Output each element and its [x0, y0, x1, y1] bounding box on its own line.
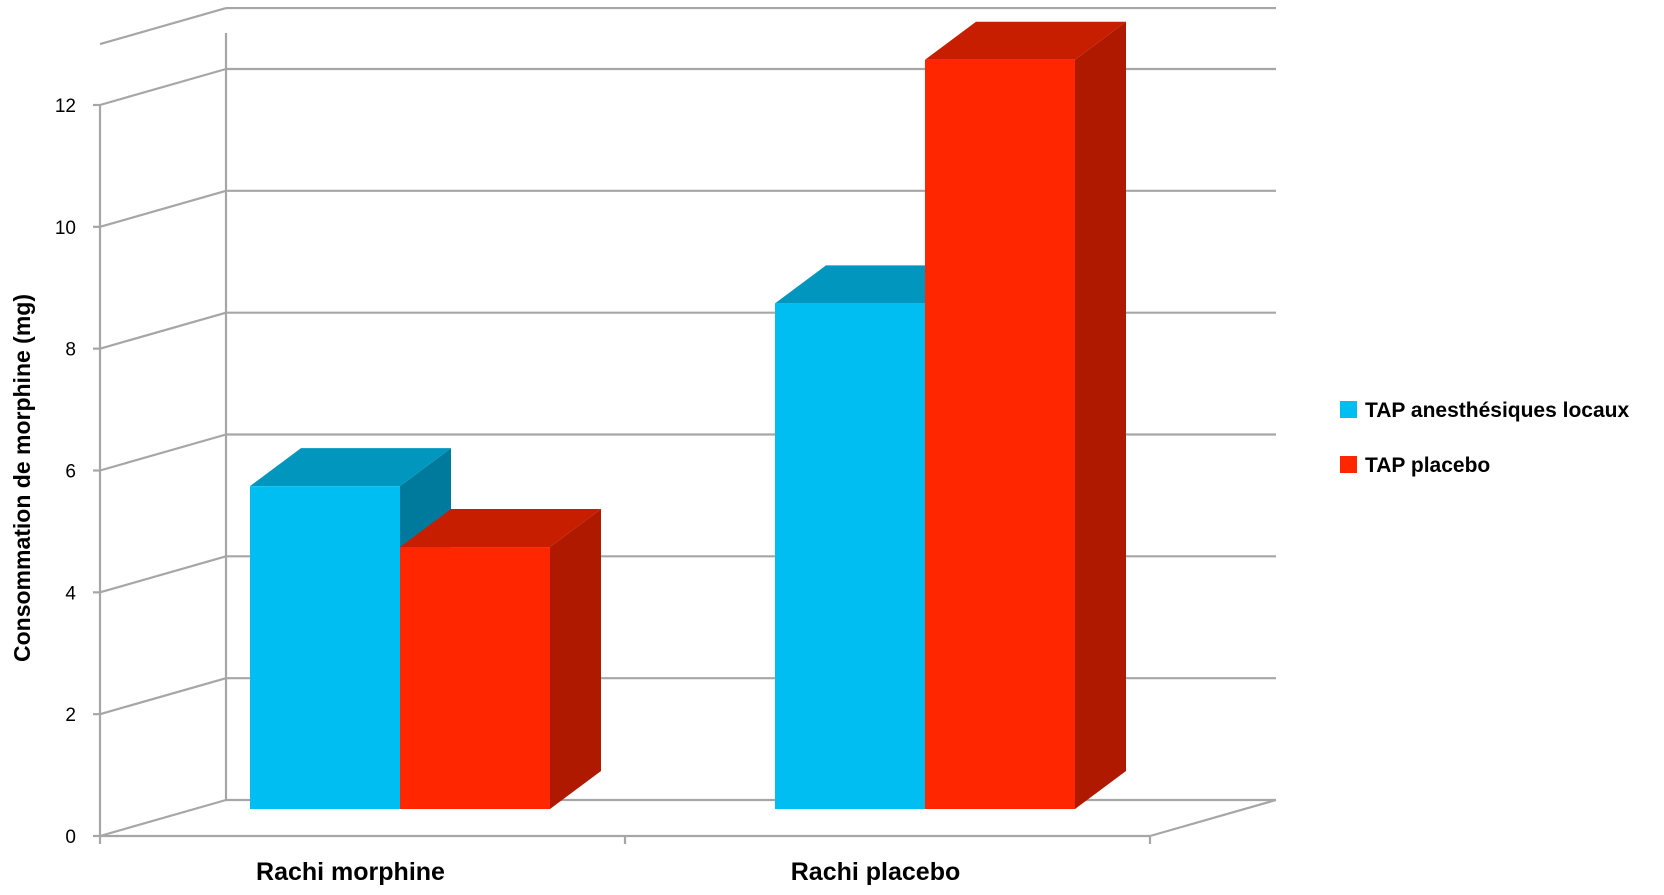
y-tick-label: 4: [65, 583, 76, 604]
bars: [250, 21, 1126, 810]
bar-top-face: [925, 21, 1126, 60]
y-tick-label: 12: [55, 96, 76, 117]
bar-top-face: [250, 448, 451, 487]
category-label: Rachi morphine: [256, 858, 445, 886]
bar-tap-placebo-rachi-placebo: [925, 21, 1126, 810]
y-tick-label: 0: [65, 827, 76, 848]
y-tick-label: 6: [65, 462, 76, 483]
legend-label: TAP placebo: [1365, 454, 1490, 477]
side-gridline: [99, 555, 227, 594]
floor-right-edge: [1149, 798, 1277, 838]
side-gridline: [99, 798, 227, 838]
legend-swatch: [1340, 401, 1357, 418]
bar-side-face: [550, 509, 601, 809]
y-tick-label: 2: [65, 705, 76, 726]
y-tick-label: 10: [55, 218, 76, 239]
side-gridline: [99, 677, 227, 716]
bar-side-face: [1075, 21, 1126, 810]
legend: TAP anesthésiques locaux TAP placebo: [1340, 399, 1629, 477]
side-gridline: [99, 311, 227, 350]
category-label: Rachi placebo: [791, 858, 961, 886]
side-gridline: [99, 189, 227, 228]
legend-label: TAP anesthésiques locaux: [1365, 399, 1629, 422]
bar-front-face: [775, 303, 925, 809]
side-gridline: [99, 7, 227, 46]
bar-top-face: [400, 509, 601, 548]
y-tick-labels: 0 2 4 6 8 10 12: [55, 96, 77, 848]
bar-front-face: [400, 547, 550, 809]
bar-front-face: [250, 486, 400, 809]
bar-tap-placebo-rachi-morphine: [400, 509, 601, 809]
side-gridline: [99, 67, 227, 107]
axes: [93, 103, 1152, 844]
legend-swatch: [1340, 456, 1357, 473]
bar-front-face: [925, 59, 1075, 810]
side-gridline: [99, 433, 227, 472]
y-axis-title: Consommation de morphine (mg): [9, 294, 35, 662]
category-labels: Rachi morphine Rachi placebo: [256, 858, 960, 886]
chart-walls: [224, 33, 1277, 838]
y-tick-label: 8: [65, 340, 76, 361]
